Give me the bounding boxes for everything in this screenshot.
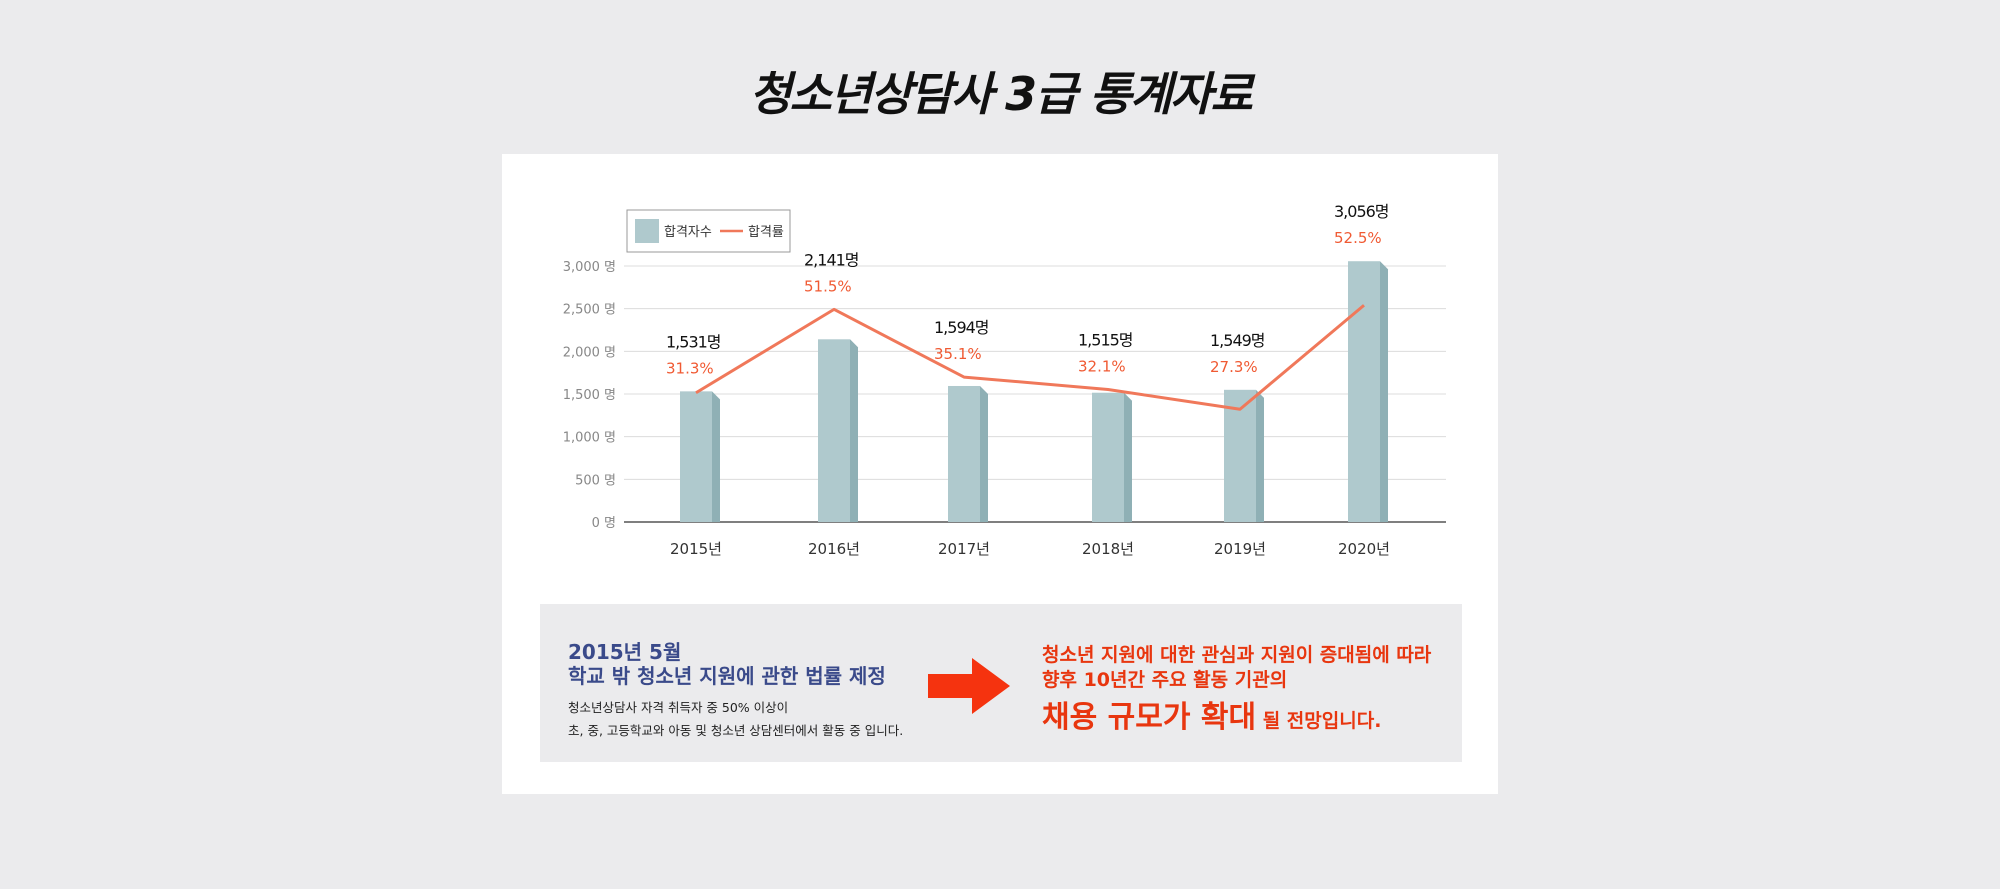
info-desc-line1: 청소년상담사 자격 취득자 중 50% 이상이 — [568, 700, 789, 715]
y-tick-label: 0 명 — [592, 516, 616, 531]
y-axis-ticks: 0 명 500 명 1,000 명 1,500 명 2,000 명 2,500 명 3,00… — [563, 260, 616, 531]
bar — [818, 339, 850, 522]
info-law: 학교 밖 청소년 지원에 관한 법률 제정 — [568, 664, 886, 688]
outcome-highlight: 채용 규모가 확대 — [1042, 700, 1257, 735]
bar — [680, 391, 712, 522]
bar-side — [712, 391, 720, 522]
grid-lines — [624, 265, 1446, 523]
outcome-line1: 청소년 지원에 대한 관심과 지원이 증대됨에 따라 — [1042, 644, 1432, 666]
legend: 합격자수 합격률 — [626, 209, 791, 253]
x-tick-label: 2015년 — [670, 540, 722, 558]
x-axis-ticks: 2015년 2016년 2017년 2018년 2019년 2020년 — [670, 540, 1390, 558]
rate-value-label: 31.3% — [666, 359, 714, 377]
info-desc-line2: 초, 중, 고등학교와 아동 및 청소년 상담센터에서 활동 중 입니다. — [568, 723, 904, 738]
rate-value-label: 27.3% — [1210, 358, 1258, 376]
bar-value-label: 1,549명 — [1210, 331, 1265, 350]
bar — [1092, 392, 1124, 522]
legend-line-label: 합격률 — [748, 225, 784, 240]
y-tick-label: 2,500 명 — [563, 303, 616, 318]
bar — [948, 385, 980, 522]
rate-value-label: 51.5% — [804, 277, 852, 295]
bar-side — [1124, 392, 1132, 522]
bar-side — [850, 339, 858, 522]
bar-side — [1256, 389, 1264, 522]
bar-side — [980, 385, 988, 522]
y-tick-label: 1,000 명 — [563, 431, 616, 446]
rate-line — [695, 304, 1365, 411]
rate-value-label: 35.1% — [934, 345, 982, 363]
y-tick-label: 1,500 명 — [563, 388, 616, 403]
bar — [1224, 389, 1256, 522]
chart: 0 명 500 명 1,000 명 1,500 명 2,000 명 2,500 명 3,00… — [563, 202, 1446, 558]
data-labels: 1,531명 31.3% 2,141명 51.5% 1,594명 35.1% 1,515명 3… — [666, 202, 1390, 377]
x-tick-label: 2019년 — [1214, 540, 1266, 558]
legend-bar-label: 합격자수 — [664, 225, 712, 240]
bar-value-label: 1,531명 — [666, 332, 721, 351]
page-title: 청소년상담사 3급 통계자료 — [749, 67, 1253, 121]
rate-value-label: 52.5% — [1334, 229, 1382, 247]
bars — [680, 261, 1388, 522]
x-tick-label: 2018년 — [1082, 540, 1134, 558]
bar-value-label: 1,594명 — [934, 318, 989, 337]
bar-value-label: 1,515명 — [1078, 330, 1133, 349]
bar-value-label: 2,141명 — [804, 250, 859, 269]
info-date: 2015년 5월 — [568, 640, 682, 664]
legend-bar-swatch — [635, 219, 659, 243]
info-panel: 2015년 5월 학교 밖 청소년 지원에 관한 법률 제정 청소년상담사 자격… — [540, 604, 1462, 762]
right-arrow-icon — [928, 658, 1010, 714]
x-tick-label: 2017년 — [938, 540, 990, 558]
bar-side — [1380, 261, 1388, 522]
outcome-line3: 채용 규모가 확대 될 전망입니다. — [1042, 692, 1381, 736]
rate-value-label: 32.1% — [1078, 357, 1126, 375]
bar-value-label: 3,056명 — [1334, 202, 1389, 221]
x-tick-label: 2016년 — [808, 540, 860, 558]
x-tick-label: 2020년 — [1338, 540, 1390, 558]
chart-card: 0 명 500 명 1,000 명 1,500 명 2,000 명 2,500 명 3,00… — [502, 154, 1498, 794]
y-tick-label: 2,000 명 — [563, 345, 616, 360]
y-tick-label: 500 명 — [575, 473, 616, 488]
outcome-tail: 될 전망입니다. — [1256, 710, 1382, 732]
bar — [1348, 261, 1380, 522]
y-tick-label: 3,000 명 — [563, 260, 616, 275]
outcome-line2: 향후 10년간 주요 활동 기관의 — [1042, 669, 1288, 691]
rate-line-path — [695, 304, 1365, 411]
